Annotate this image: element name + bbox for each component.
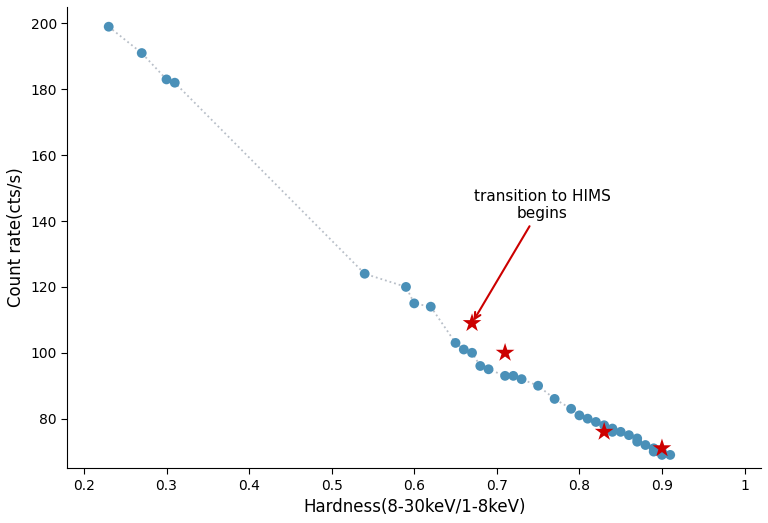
Point	[532, 382, 545, 390]
Point	[103, 22, 115, 31]
Point	[614, 428, 627, 436]
Point	[425, 302, 437, 311]
Point	[507, 372, 519, 380]
Point	[458, 345, 470, 354]
Point	[449, 339, 462, 347]
Point	[466, 319, 478, 327]
Point	[136, 49, 148, 57]
Point	[656, 451, 668, 459]
Point	[548, 395, 561, 403]
Point	[639, 441, 651, 449]
Point	[161, 75, 173, 84]
Point	[359, 269, 371, 278]
Point	[647, 448, 660, 456]
Point	[647, 444, 660, 452]
X-axis label: Hardness(8-30keV/1-8keV): Hardness(8-30keV/1-8keV)	[303, 498, 525, 516]
Point	[408, 299, 420, 308]
Point	[590, 418, 602, 426]
Point	[598, 421, 611, 429]
Point	[606, 428, 618, 436]
Point	[565, 405, 578, 413]
Point	[573, 411, 585, 419]
Point	[474, 362, 486, 370]
Point	[515, 375, 528, 383]
Text: transition to HIMS
begins: transition to HIMS begins	[474, 189, 611, 319]
Point	[482, 365, 495, 373]
Point	[656, 444, 668, 452]
Point	[598, 428, 611, 436]
Point	[631, 438, 644, 446]
Point	[466, 349, 478, 357]
Point	[400, 283, 412, 291]
Point	[499, 349, 511, 357]
Point	[631, 434, 644, 442]
Y-axis label: Count rate(cts/s): Count rate(cts/s)	[7, 168, 25, 308]
Point	[499, 372, 511, 380]
Point	[623, 431, 635, 439]
Point	[664, 451, 677, 459]
Point	[581, 415, 594, 423]
Point	[606, 424, 618, 433]
Point	[656, 448, 668, 456]
Point	[169, 78, 181, 87]
